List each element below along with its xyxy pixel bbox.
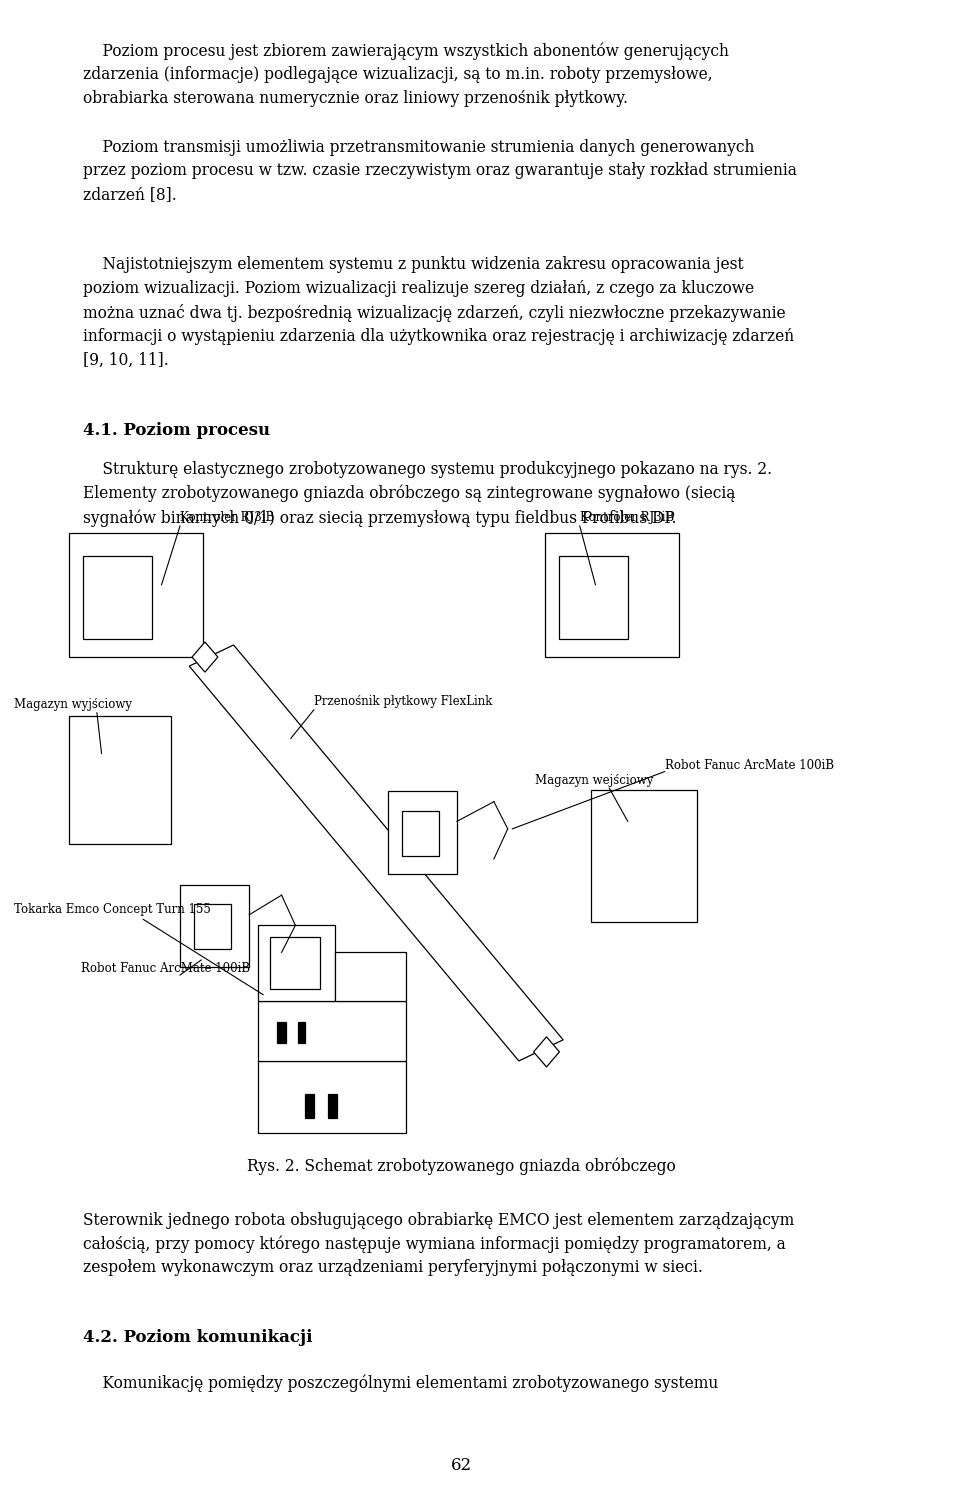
Text: Kontroler RJ3iB: Kontroler RJ3iB <box>580 511 674 524</box>
Bar <box>69 716 171 844</box>
Text: Sterownik jednego robota obsługującego obrabiarkę EMCO jest elementem zarządzają: Sterownik jednego robota obsługującego o… <box>84 1212 794 1276</box>
Bar <box>180 885 250 967</box>
Bar <box>258 925 335 1001</box>
Bar <box>335 952 406 1001</box>
Polygon shape <box>189 645 564 1061</box>
Bar <box>299 1022 304 1043</box>
Polygon shape <box>192 642 218 672</box>
Bar <box>327 1094 337 1118</box>
Text: Poziom transmisji umożliwia przetransmitowanie strumienia danych generowanych
pr: Poziom transmisji umożliwia przetransmit… <box>84 139 797 202</box>
Bar <box>69 533 204 657</box>
Text: 4.2. Poziom komunikacji: 4.2. Poziom komunikacji <box>84 1329 313 1346</box>
Text: Magazyn wejściowy: Magazyn wejściowy <box>536 773 654 787</box>
Text: Magazyn wyjściowy: Magazyn wyjściowy <box>13 698 132 711</box>
Text: 4.1. Poziom procesu: 4.1. Poziom procesu <box>84 422 270 439</box>
Text: Robot Fanuc ArcMate 100iB: Robot Fanuc ArcMate 100iB <box>82 961 251 975</box>
Text: Strukturę elastycznego zrobotyzowanego systemu produkcyjnego pokazano na rys. 2.: Strukturę elastycznego zrobotyzowanego s… <box>84 461 772 526</box>
Bar <box>304 1094 314 1118</box>
Text: Rys. 2. Schemat zrobotyzowanego gniazda obróbczego: Rys. 2. Schemat zrobotyzowanego gniazda … <box>248 1157 676 1175</box>
Bar <box>258 1001 406 1061</box>
Text: Robot Fanuc ArcMate 100iB: Robot Fanuc ArcMate 100iB <box>664 758 834 772</box>
Bar <box>194 904 230 949</box>
Text: Kontroler RJ3iB: Kontroler RJ3iB <box>180 511 275 524</box>
Text: Tokarka Emco Concept Turn 155: Tokarka Emco Concept Turn 155 <box>13 903 211 916</box>
Text: Najistotniejszym elementem systemu z punktu widzenia zakresu opracowania jest
po: Najistotniejszym elementem systemu z pun… <box>84 256 794 369</box>
Bar <box>559 556 628 639</box>
Bar <box>590 790 697 922</box>
Bar <box>544 533 679 657</box>
Text: 62: 62 <box>451 1457 472 1474</box>
Polygon shape <box>534 1037 560 1067</box>
Text: Poziom procesu jest zbiorem zawierającym wszystkich abonentów generujących
zdarz: Poziom procesu jest zbiorem zawierającym… <box>84 42 729 107</box>
Bar <box>401 811 439 856</box>
Text: Przenośnik płytkowy FlexLink: Przenośnik płytkowy FlexLink <box>314 695 492 708</box>
Bar <box>270 937 321 989</box>
Text: Komunikację pomiędzy poszczególnymi elementami zrobotyzowanego systemu: Komunikację pomiędzy poszczególnymi elem… <box>84 1374 718 1392</box>
Bar <box>84 556 153 639</box>
Bar <box>276 1022 286 1043</box>
Bar <box>258 1061 406 1133</box>
Bar <box>388 791 457 874</box>
